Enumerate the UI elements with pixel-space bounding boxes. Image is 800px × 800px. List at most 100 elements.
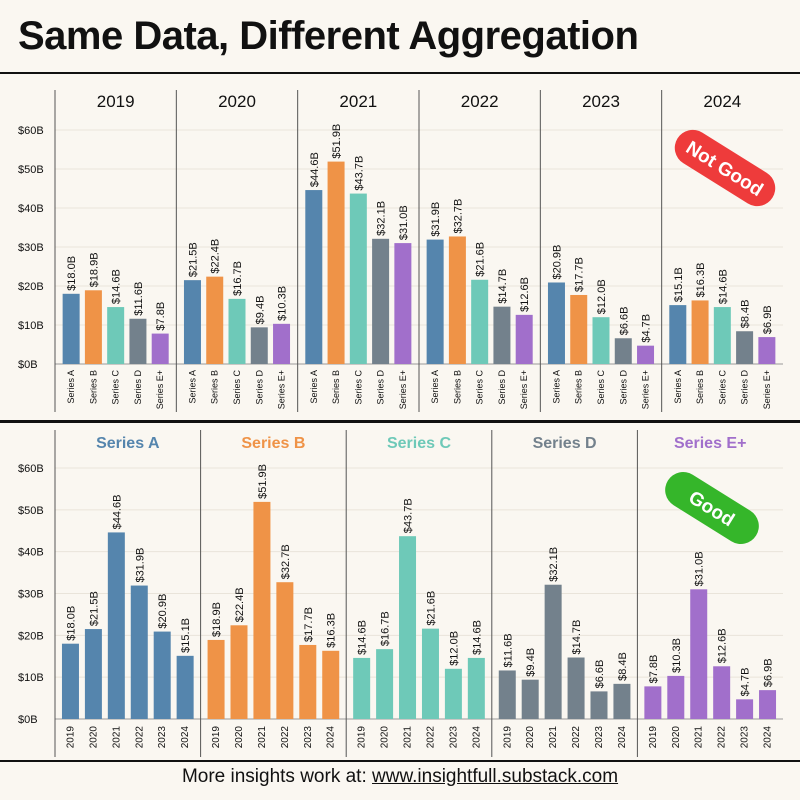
bar [467, 657, 485, 719]
bar-value-label: $17.7B [574, 257, 586, 292]
x-tick-label: Series B [88, 370, 98, 404]
y-tick-label: $50B [18, 505, 44, 517]
bar [713, 666, 731, 719]
x-tick-label: Series E+ [641, 370, 651, 409]
x-tick-label: 2020 [380, 726, 391, 749]
group-header: 2022 [461, 92, 499, 111]
bar [62, 293, 80, 364]
group-header: 2021 [339, 92, 377, 111]
bar [228, 298, 246, 364]
x-tick-label: Series C [353, 370, 363, 405]
group-header: Series B [241, 435, 305, 452]
x-tick-label: Series C [111, 370, 121, 405]
x-tick-label: 2022 [134, 726, 145, 749]
y-tick-label: $0B [18, 714, 38, 726]
x-tick-label: 2021 [548, 726, 559, 749]
bar-value-label: $31.9B [430, 202, 442, 237]
y-tick-label: $20B [18, 630, 44, 642]
bar-value-label: $15.1B [180, 618, 192, 653]
y-tick-label: $60B [18, 125, 44, 137]
x-tick-label: Series D [740, 370, 750, 405]
x-tick-label: Series D [133, 370, 143, 405]
bar [736, 331, 754, 364]
bar [349, 193, 367, 364]
bar-value-label: $12.0B [448, 631, 460, 666]
bar-value-label: $7.8B [155, 302, 167, 331]
bar-value-label: $51.9B [331, 124, 343, 159]
x-tick-label: Series E+ [762, 370, 772, 409]
bar [183, 280, 201, 364]
bar-value-label: $10.3B [671, 638, 683, 673]
x-tick-label: Series B [452, 370, 462, 404]
bar [544, 584, 562, 719]
group-header: 2019 [97, 92, 135, 111]
x-tick-label: 2023 [448, 726, 459, 749]
bar [667, 675, 685, 719]
bar [637, 345, 655, 364]
not-good-badge: Not Good [674, 129, 776, 207]
bar [515, 314, 533, 364]
x-tick-label: 2023 [740, 726, 751, 749]
chart-panel-by-series: $0B $10B $20B $30B $40B $50B $60B Series A $18.0… [18, 430, 783, 757]
x-tick-label: Series A [187, 370, 197, 404]
x-tick-label: 2024 [763, 726, 774, 749]
bar [399, 536, 417, 719]
y-tick-label: $10B [18, 672, 44, 684]
bar [614, 338, 632, 364]
bar-value-label: $16.3B [326, 613, 338, 648]
bar-value-label: $6.9B [763, 658, 775, 687]
bar-value-label: $51.9B [257, 464, 269, 499]
bar-value-label: $14.6B [717, 269, 729, 304]
title-rule [0, 72, 800, 74]
y-tick-label: $50B [18, 164, 44, 176]
x-tick-label: Series A [673, 370, 683, 404]
x-tick-label: Series D [497, 370, 507, 405]
bar-value-label: $31.0B [398, 205, 410, 240]
bar-value-label: $14.6B [357, 620, 369, 655]
x-tick-label: 2023 [594, 726, 605, 749]
bar [613, 683, 631, 719]
bar-value-label: $21.6B [425, 591, 437, 626]
bar-value-label: $43.7B [353, 156, 365, 191]
bar [590, 691, 608, 719]
footer-link[interactable]: www.insightfull.substack.com [372, 766, 619, 787]
bar [567, 657, 585, 719]
x-tick-label: 2021 [257, 726, 268, 749]
x-tick-label: Series A [430, 370, 440, 404]
bar [471, 279, 489, 364]
bar-value-label: $11.6B [133, 282, 145, 316]
bar [322, 650, 340, 719]
bar [230, 625, 248, 719]
x-tick-label: Series B [210, 370, 220, 404]
x-tick-label: Series C [596, 370, 606, 405]
x-tick-label: Series C [232, 370, 242, 405]
good-badge: Good [665, 471, 759, 545]
bar-value-label: $20.9B [551, 245, 563, 280]
x-tick-label: Series A [551, 370, 561, 404]
bar-value-label: $10.3B [277, 286, 289, 321]
bar [644, 686, 662, 719]
footer-rule [0, 760, 800, 762]
bar-value-label: $8.4B [740, 299, 752, 328]
bar-value-label: $31.0B [694, 551, 706, 586]
bar [547, 282, 565, 364]
bar [250, 327, 268, 364]
bar [84, 290, 102, 364]
group-header: 2024 [703, 92, 741, 111]
bar-value-label: $43.7B [403, 498, 415, 533]
x-tick-label: 2023 [157, 726, 168, 749]
bar-value-label: $18.9B [88, 252, 100, 287]
bar [107, 307, 125, 364]
bar-value-label: $16.7B [380, 611, 392, 646]
bar-value-label: $12.6B [519, 277, 531, 312]
x-tick-label: 2020 [234, 726, 245, 749]
x-tick-label: 2022 [571, 726, 582, 749]
bar [206, 276, 224, 364]
bar-value-label: $6.6B [618, 307, 630, 336]
bar [253, 501, 271, 719]
x-tick-label: 2019 [211, 726, 222, 749]
x-tick-label: Series A [309, 370, 319, 404]
y-tick-label: $30B [18, 242, 44, 254]
x-tick-label: 2022 [425, 726, 436, 749]
y-tick-label: $30B [18, 589, 44, 601]
